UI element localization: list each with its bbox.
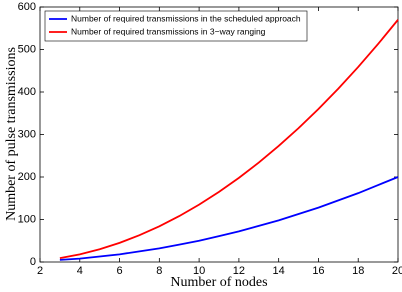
x-tick-label: 6 xyxy=(116,265,122,277)
legend-label: Number of required transmissions in the … xyxy=(71,13,301,23)
y-tick-label: 300 xyxy=(18,128,36,140)
y-axis-label: Number of pulse transmissions xyxy=(4,47,19,221)
x-tick-label: 20 xyxy=(392,265,402,277)
line xyxy=(59,176,399,261)
y-tick-label: 500 xyxy=(18,43,36,55)
y-tick-label: 200 xyxy=(18,171,36,183)
x-tick-label: 14 xyxy=(273,265,285,277)
line xyxy=(59,19,399,260)
x-tick-label: 8 xyxy=(156,265,162,277)
x-tick-label: 16 xyxy=(312,265,324,277)
x-tick-label: 10 xyxy=(193,265,205,277)
legend-label: Number of required transmissions in 3−wa… xyxy=(71,26,266,36)
x-tick-label: 18 xyxy=(352,265,364,277)
x-tick-label: 2 xyxy=(37,265,43,277)
plot-frame xyxy=(39,6,399,263)
x-tick-label: 12 xyxy=(233,265,245,277)
y-tick-label: 100 xyxy=(18,213,36,225)
y-tick-label: 600 xyxy=(18,1,36,13)
legend-box xyxy=(44,10,308,42)
x-tick-label: 4 xyxy=(77,265,83,277)
x-axis-label: Number of nodes xyxy=(170,275,267,290)
y-tick-label: 400 xyxy=(18,86,36,98)
y-tick-label: 0 xyxy=(30,256,36,268)
